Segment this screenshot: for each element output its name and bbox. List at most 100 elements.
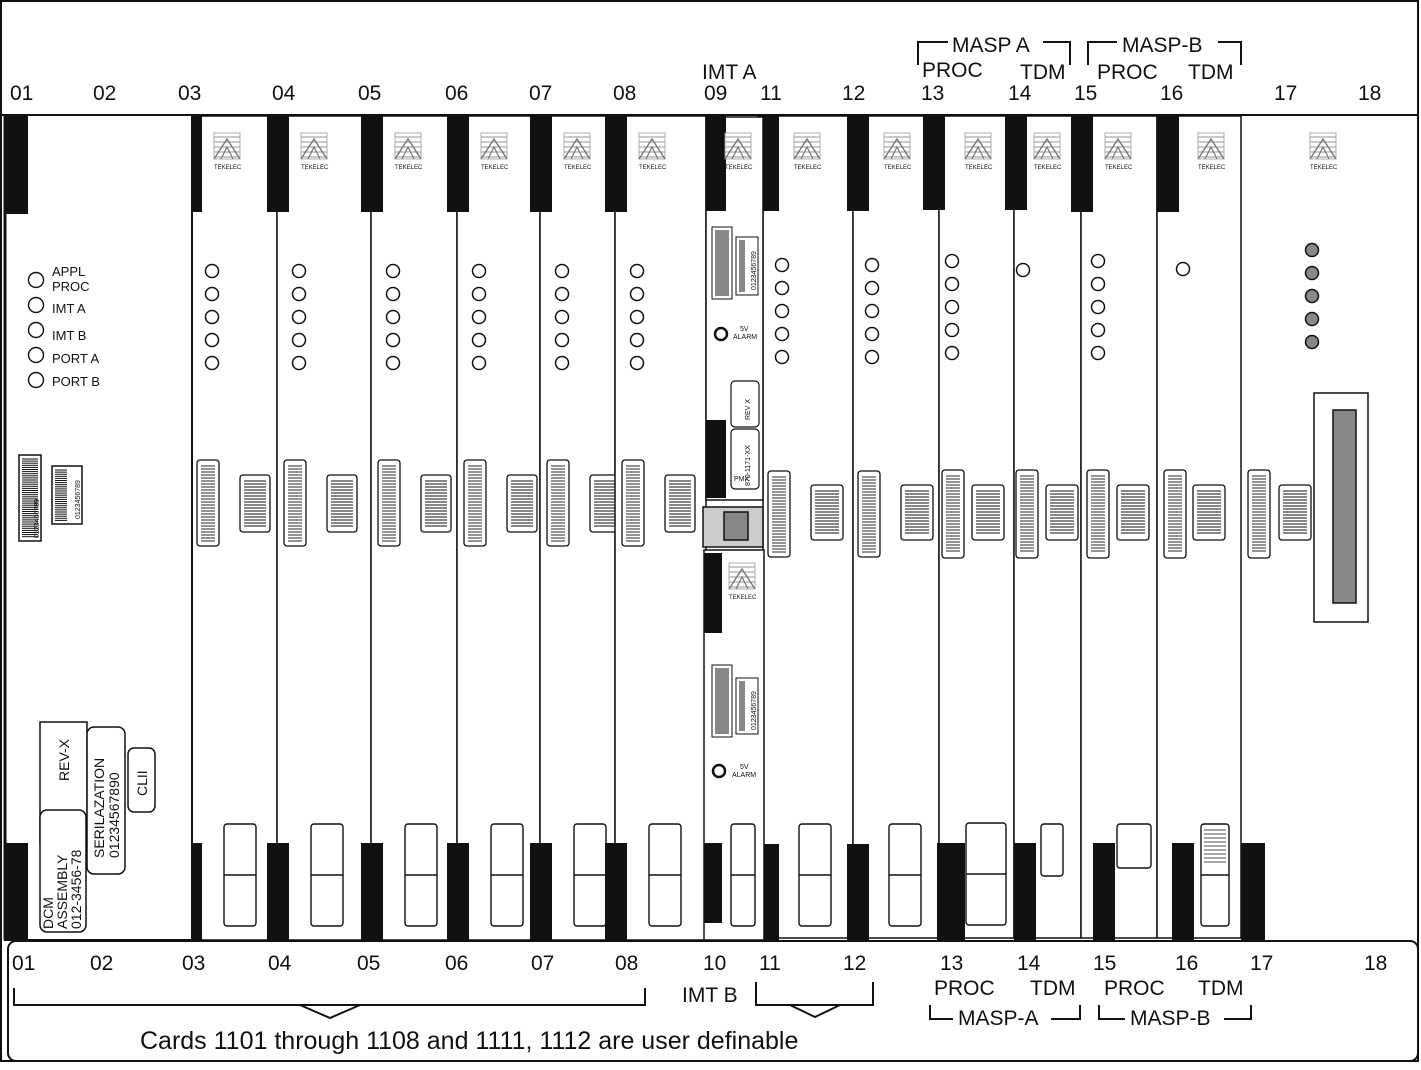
- masp-a-tdm-label: TDM: [1020, 61, 1066, 84]
- user-cards-bracket-a: [13, 988, 646, 1006]
- fan-panel-17-18: TEKELEC: [1247, 132, 1369, 623]
- dcm-assembly-line-3: 012-3456-78: [68, 849, 84, 929]
- dcm-serial-line-2: 01234567890: [106, 772, 122, 858]
- card-ejector-handle: [730, 823, 756, 927]
- status-led: [1304, 311, 1320, 327]
- card-label-slot: [420, 474, 452, 533]
- tekelec-logo: TEKELEC: [563, 132, 592, 171]
- status-led: [291, 332, 307, 348]
- svg-text:ALARM: ALARM: [733, 334, 757, 341]
- card-ejector-handle: [490, 823, 524, 927]
- top-slot-number: 18: [1358, 82, 1381, 105]
- card-label-slot: [546, 459, 570, 547]
- masp-a-cards: TEKELEC TEKELEC: [923, 115, 1082, 940]
- barcode: [739, 681, 745, 731]
- svg-text:0123456789: 0123456789: [34, 499, 41, 538]
- status-led: [385, 332, 401, 348]
- status-led: [291, 355, 307, 371]
- card-led-column: [1304, 242, 1320, 350]
- card-label-slot: [326, 474, 358, 533]
- card-top-latch: [447, 115, 469, 212]
- card-bottom-latch: [605, 843, 627, 940]
- status-led: [204, 309, 220, 325]
- dcm-serial-box: [86, 726, 126, 875]
- status-led: [291, 263, 307, 279]
- top-slot-number: 08: [613, 82, 636, 105]
- status-led: [864, 349, 880, 365]
- svg-text:0123456789: 0123456789: [751, 251, 758, 290]
- barcode: [715, 230, 729, 296]
- masp-b-label: MASP-B: [1122, 34, 1203, 57]
- bottom-slot-number: 12: [843, 952, 866, 975]
- card-slot: TEKELEC: [447, 115, 541, 941]
- imt-a-latch: [706, 116, 726, 211]
- card-slot: TEKELEC: [605, 115, 707, 941]
- top-slot-number: 05: [358, 82, 381, 105]
- bottom-slot-number: 07: [531, 952, 554, 975]
- masp-a-bottom-proc: PROC: [934, 977, 995, 1000]
- masp-b-bottom-bracket-left: [1098, 1005, 1125, 1020]
- card-ejector-handle: [1116, 823, 1152, 869]
- status-led: [629, 263, 645, 279]
- card-ejector-handle: [404, 823, 438, 927]
- card-bottom-latch: [937, 843, 965, 940]
- status-led: [944, 322, 960, 338]
- status-led: [204, 332, 220, 348]
- svg-text:870-1171-XX: 870-1171-XX: [745, 445, 752, 486]
- status-led: [944, 276, 960, 292]
- dcm-led-label: PROC: [52, 279, 90, 294]
- masp-a-bottom-bracket-left: [929, 1005, 953, 1020]
- status-led: [1090, 276, 1106, 292]
- card-slot: TEKELEC: [530, 115, 621, 941]
- card-ejector-handle: [888, 823, 922, 927]
- bottom-slot-numbers: 01 02 03 04 05 06 07 08 10 11 12 13 14 15 16 17 18: [12, 952, 1387, 975]
- dcm-serial-line-1: SERILAZATION: [91, 758, 107, 858]
- status-led: [554, 355, 570, 371]
- dcm-led: [27, 271, 45, 289]
- status-led: [1304, 288, 1320, 304]
- barcode: [739, 240, 745, 292]
- card-label-slot: [1015, 469, 1039, 559]
- card-label-slot: [1247, 469, 1271, 559]
- masp-b-proc-label: PROC: [1097, 61, 1158, 84]
- tekelec-logo: TEKELEC: [728, 562, 757, 601]
- dcm-led-label: IMT B: [52, 328, 86, 343]
- card-bottom-latch: [267, 843, 289, 940]
- status-led: [204, 355, 220, 371]
- card-label-slot: [377, 459, 401, 547]
- status-led: [1304, 265, 1320, 281]
- masp-b-tdm-label: TDM: [1188, 61, 1234, 84]
- user-cards-bracket-a-point: [299, 1004, 361, 1020]
- card-top-latch: [361, 115, 383, 212]
- masp-b-bottom-label: MASP-B: [1130, 1007, 1211, 1030]
- bottom-slot-number: 18: [1364, 952, 1387, 975]
- card-ejector-handle: [223, 823, 257, 927]
- tekelec-logo-text: TEKELEC: [884, 165, 912, 171]
- tekelec-logo: TEKELEC: [1197, 132, 1226, 171]
- card-led-column: [1015, 262, 1031, 278]
- card-label-slot: [767, 470, 791, 558]
- status-led: [774, 326, 790, 342]
- bottom-slot-number: 13: [940, 952, 963, 975]
- top-slot-number: 06: [445, 82, 468, 105]
- masp-a-bracket-right: [1043, 41, 1071, 65]
- card-led-column: [629, 263, 645, 371]
- imt-hmux-card: 0123456789 5V ALARM REV X PMX 870-1171-X…: [702, 116, 765, 941]
- card-bottom-latch: [1093, 843, 1115, 940]
- card-top-latch: [605, 115, 627, 212]
- imt-b-alarm-led: [711, 763, 727, 779]
- top-slot-number: 12: [842, 82, 865, 105]
- bottom-slot-number: 06: [445, 952, 468, 975]
- tekelec-logo-text: TEKELEC: [1310, 165, 1338, 171]
- bottom-slot-number: 14: [1017, 952, 1041, 975]
- card-top-latch: [267, 115, 289, 212]
- status-led: [1304, 334, 1320, 350]
- tekelec-logo-text: TEKELEC: [729, 595, 757, 601]
- card-bottom-latch: [1014, 843, 1036, 940]
- card-top-latch: [1071, 115, 1093, 212]
- card-label-slot: [621, 459, 645, 547]
- card-top-latch: [923, 115, 945, 210]
- card-area: TEKELEC TEKELEC TEKELEC TEKELEC TEKELEC TEKEL…: [180, 115, 1369, 941]
- user-cards-bracket-b: [755, 982, 874, 1006]
